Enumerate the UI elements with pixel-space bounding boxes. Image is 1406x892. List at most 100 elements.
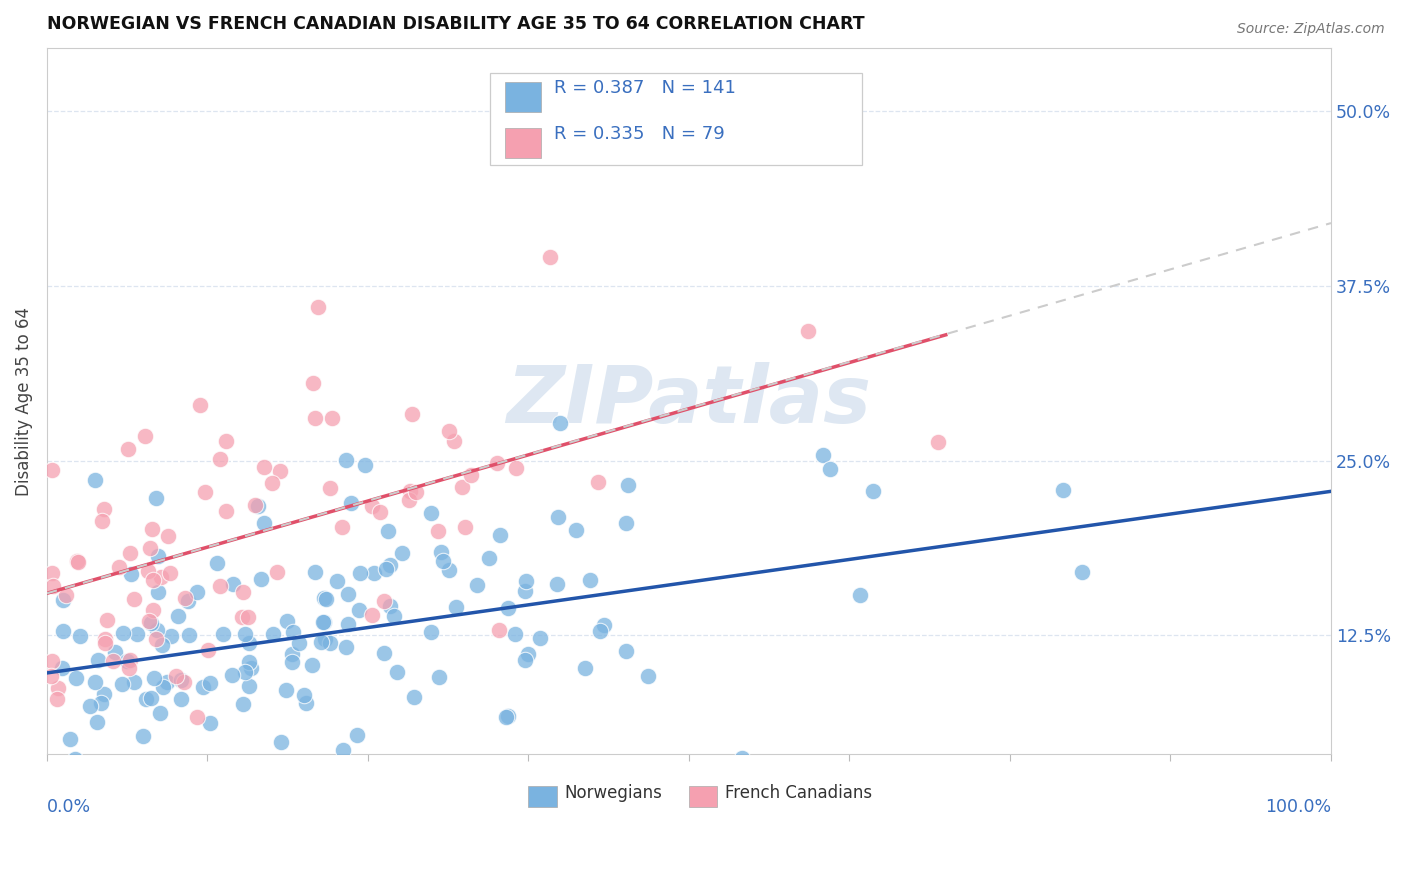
Point bbox=[363, 566, 385, 581]
Point bbox=[546, 577, 568, 591]
Point bbox=[41, 579, 63, 593]
Point bbox=[503, 627, 526, 641]
Point bbox=[231, 610, 253, 624]
Point bbox=[578, 574, 600, 588]
Point bbox=[46, 681, 69, 695]
Point bbox=[360, 499, 382, 513]
Point bbox=[368, 505, 391, 519]
Point bbox=[83, 675, 105, 690]
Point bbox=[41, 654, 63, 668]
Point bbox=[488, 624, 510, 638]
Point bbox=[52, 593, 75, 607]
Point bbox=[150, 569, 173, 583]
Point bbox=[377, 524, 399, 538]
Point bbox=[104, 645, 127, 659]
Point bbox=[336, 617, 359, 632]
Point bbox=[401, 407, 423, 421]
Point bbox=[156, 529, 179, 543]
Point bbox=[238, 635, 260, 649]
Point bbox=[253, 516, 276, 530]
Point bbox=[211, 626, 233, 640]
Point bbox=[208, 451, 231, 466]
Point bbox=[427, 670, 450, 684]
Point bbox=[361, 608, 384, 623]
Text: Norwegians: Norwegians bbox=[564, 784, 662, 802]
Text: NORWEGIAN VS FRENCH CANADIAN DISABILITY AGE 35 TO 64 CORRELATION CHART: NORWEGIAN VS FRENCH CANADIAN DISABILITY … bbox=[46, 15, 865, 33]
Point bbox=[136, 564, 159, 578]
Point bbox=[593, 617, 616, 632]
Point bbox=[378, 599, 401, 613]
Point bbox=[41, 463, 63, 477]
Point bbox=[731, 751, 754, 765]
Point bbox=[55, 588, 77, 602]
Point bbox=[927, 434, 949, 449]
Point bbox=[253, 459, 276, 474]
Point bbox=[315, 592, 337, 607]
Point bbox=[266, 565, 288, 579]
Point bbox=[454, 519, 477, 533]
Point bbox=[295, 697, 318, 711]
Point bbox=[145, 632, 167, 647]
Point bbox=[236, 610, 259, 624]
Point bbox=[146, 549, 169, 563]
Point bbox=[478, 551, 501, 566]
Point bbox=[120, 653, 142, 667]
Point bbox=[335, 640, 357, 655]
Point bbox=[385, 665, 408, 679]
Point bbox=[65, 671, 87, 685]
Point bbox=[304, 411, 326, 425]
Point bbox=[208, 579, 231, 593]
Point bbox=[312, 615, 335, 629]
Point bbox=[194, 484, 217, 499]
Point bbox=[58, 731, 80, 746]
Point bbox=[170, 673, 193, 687]
Point bbox=[314, 632, 336, 647]
Point bbox=[637, 669, 659, 683]
Point bbox=[152, 681, 174, 695]
Point bbox=[215, 504, 238, 518]
Point bbox=[444, 599, 467, 614]
Point bbox=[439, 563, 461, 577]
Point bbox=[233, 627, 256, 641]
Point bbox=[574, 661, 596, 675]
Point bbox=[63, 752, 86, 766]
Point bbox=[170, 691, 193, 706]
Point bbox=[565, 524, 588, 538]
Point bbox=[94, 632, 117, 647]
Point bbox=[485, 456, 508, 470]
Point bbox=[141, 522, 163, 536]
Point bbox=[146, 585, 169, 599]
Point bbox=[276, 614, 298, 628]
Point bbox=[94, 635, 117, 649]
Point bbox=[165, 668, 187, 682]
Point bbox=[382, 609, 405, 624]
Point bbox=[314, 591, 336, 606]
Point bbox=[67, 811, 90, 825]
Point bbox=[198, 675, 221, 690]
Point bbox=[150, 638, 173, 652]
Point bbox=[443, 434, 465, 448]
Point bbox=[86, 715, 108, 730]
Point bbox=[398, 493, 420, 508]
Point bbox=[93, 688, 115, 702]
Point bbox=[135, 692, 157, 706]
Point bbox=[419, 625, 441, 640]
Point bbox=[547, 510, 569, 524]
Point bbox=[141, 691, 163, 706]
Point bbox=[238, 656, 260, 670]
Point bbox=[45, 692, 67, 706]
Point bbox=[429, 545, 451, 559]
Point bbox=[232, 697, 254, 711]
Point bbox=[260, 476, 283, 491]
Point bbox=[347, 603, 370, 617]
Text: 0.0%: 0.0% bbox=[46, 797, 91, 815]
Point bbox=[127, 627, 149, 641]
Point bbox=[505, 461, 527, 475]
Point bbox=[232, 585, 254, 599]
Point bbox=[426, 524, 449, 538]
Text: French Canadians: French Canadians bbox=[725, 784, 872, 802]
Point bbox=[240, 661, 263, 675]
Point bbox=[159, 566, 181, 580]
Point bbox=[39, 669, 62, 683]
Point bbox=[186, 585, 208, 599]
